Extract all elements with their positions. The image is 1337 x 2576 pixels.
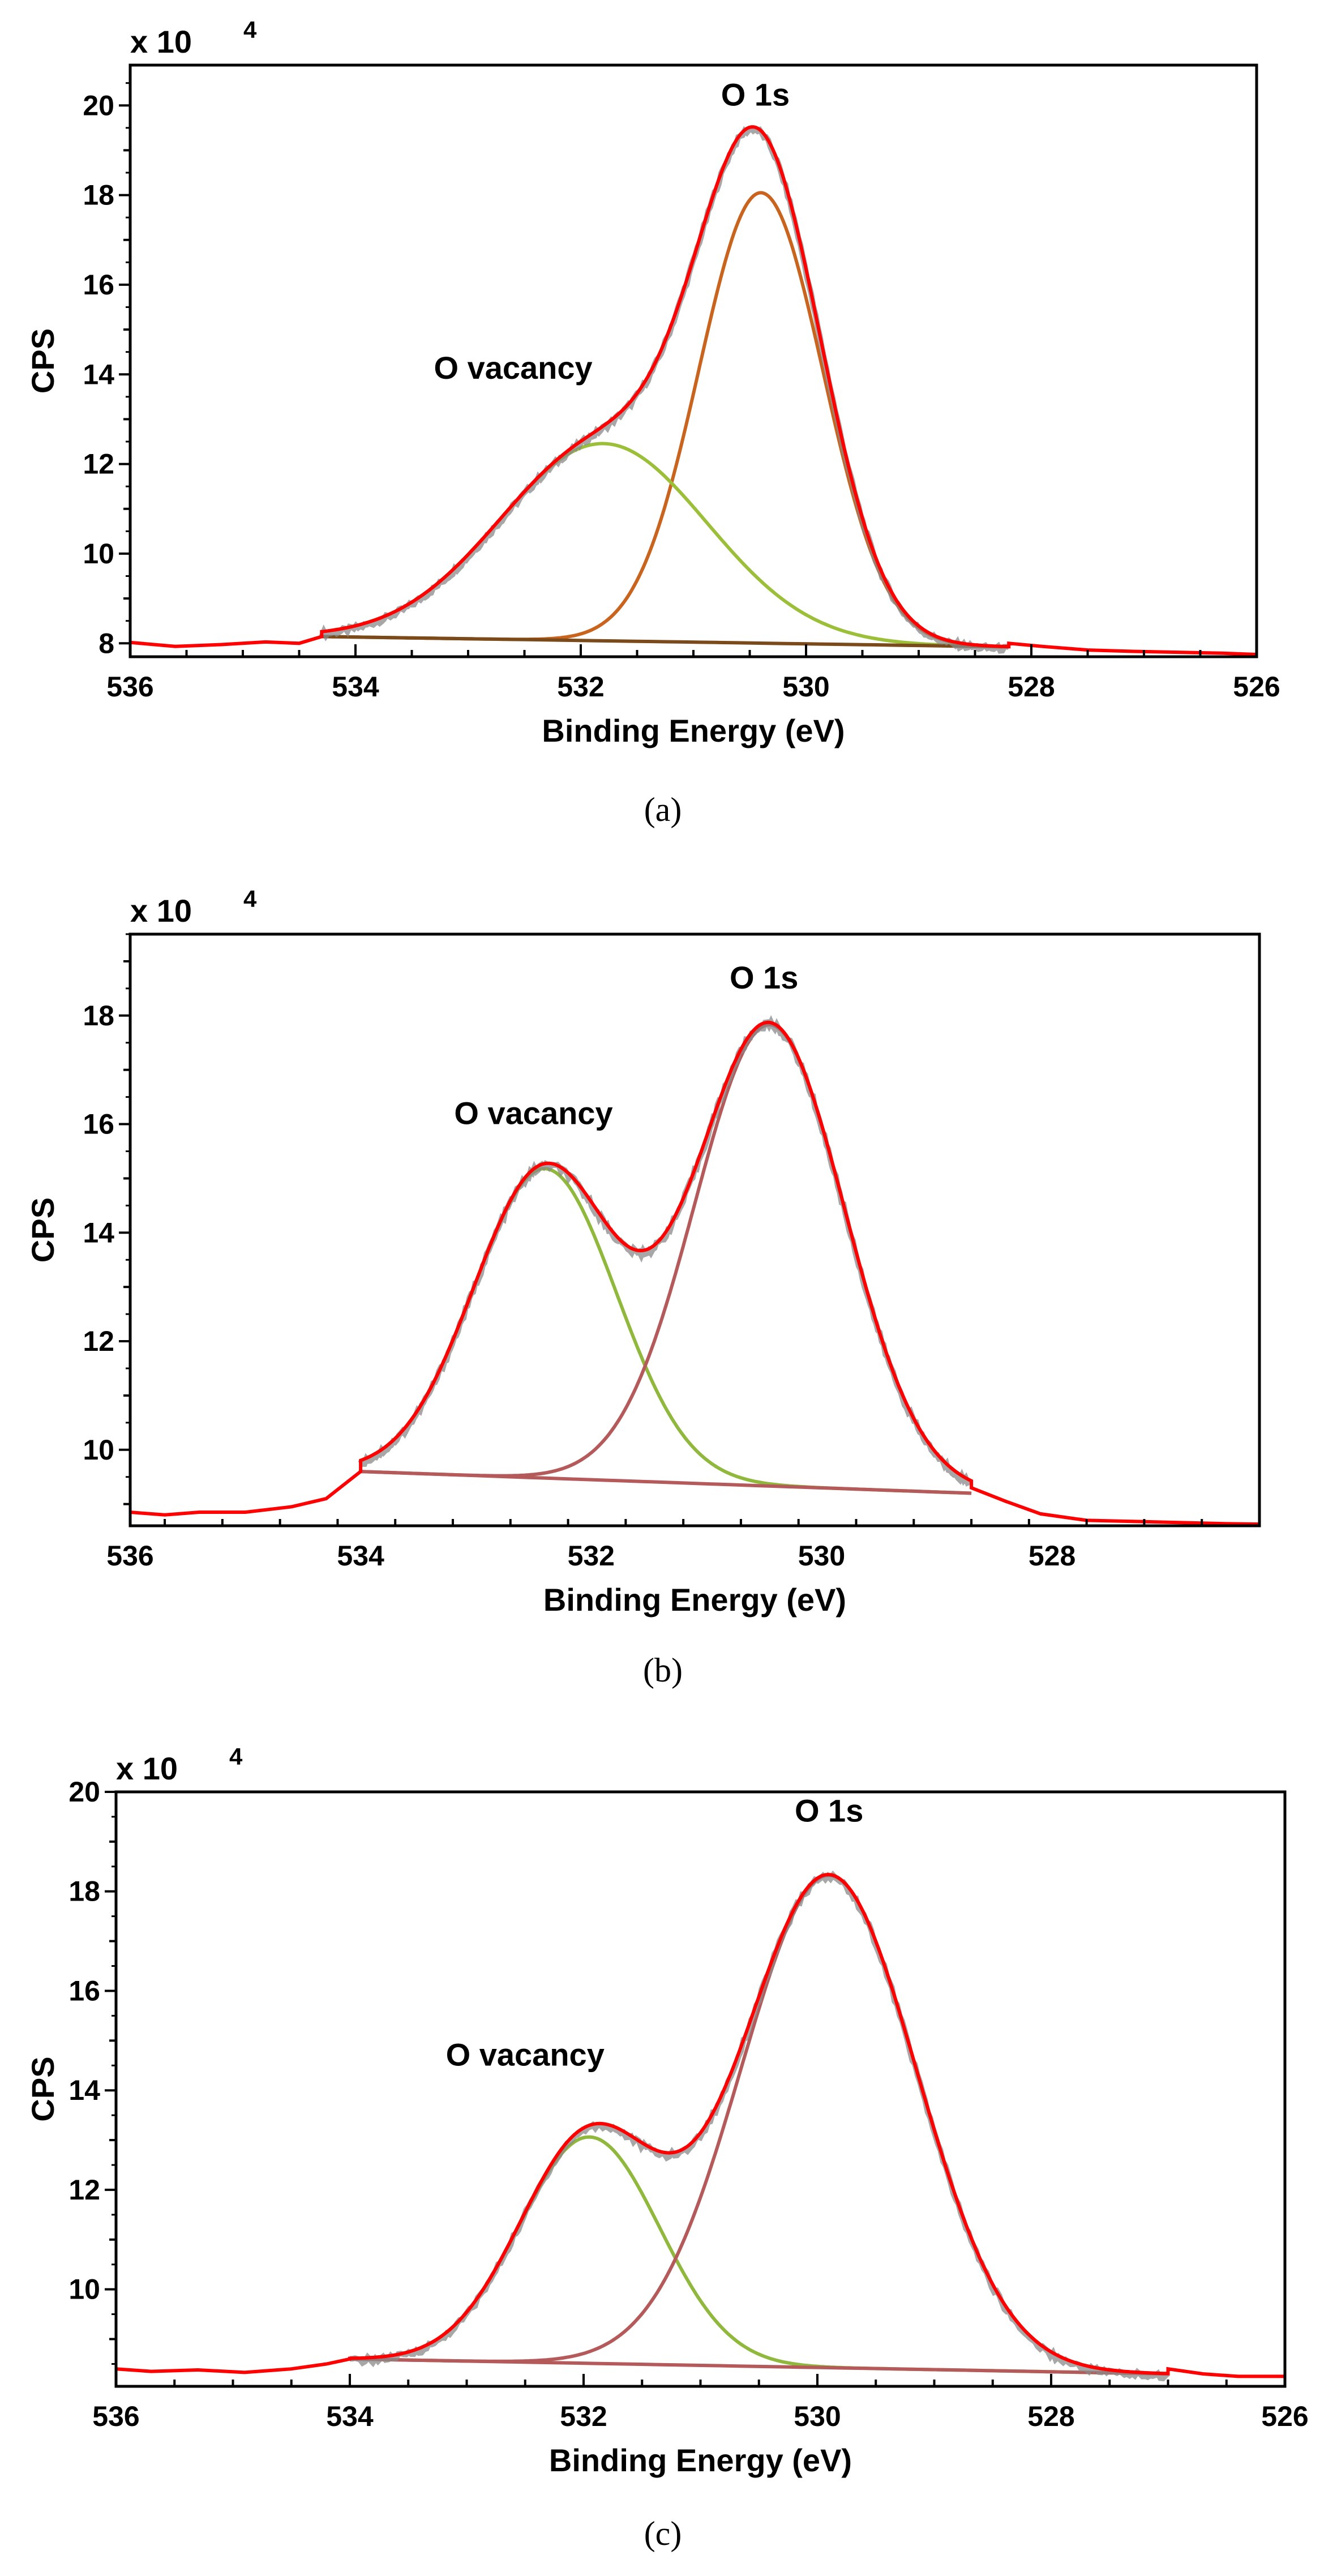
y-tick-label: 14 (68, 2074, 100, 2106)
y-tick-label: 12 (83, 1325, 114, 1357)
x-tick-label: 534 (326, 2400, 374, 2432)
y-tick-label: 20 (83, 89, 114, 121)
x-tick-label: 526 (1261, 2400, 1308, 2432)
y-tick-label: 18 (83, 179, 114, 211)
y-tick-label: 16 (68, 1975, 100, 2006)
y-tick-label: 14 (83, 358, 114, 390)
panel-caption-b: (b) (643, 1651, 683, 1689)
x-tick-label: 526 (1233, 671, 1280, 703)
y-tick-label: 18 (83, 1000, 114, 1032)
component-curve-o-vacancy (349, 2135, 1168, 2376)
y-tick-label: 18 (68, 1876, 100, 1907)
envelope-curve (130, 1020, 1259, 1526)
y-multiplier: x 10 (130, 893, 192, 928)
curves-c (116, 1870, 1285, 2382)
x-axis-title: Binding Energy (eV) (543, 1582, 846, 1618)
y-axis-title: CPS (25, 328, 61, 393)
y-tick-label: 12 (68, 2174, 100, 2206)
component-curve-o-1s (361, 1022, 972, 1483)
envelope-curve (116, 1872, 1285, 2378)
peak-label-o-vacancy: O vacancy (434, 350, 592, 386)
component-curve-o-1s (349, 1873, 1168, 2376)
x-tick-label: 536 (92, 2400, 139, 2432)
y-tick-label: 20 (68, 1776, 100, 1808)
peak-label-o-1s: O 1s (795, 1793, 863, 1829)
y-tick-label: 10 (68, 2274, 100, 2305)
peak-label-o-vacancy: O vacancy (446, 2036, 605, 2072)
curves-a (130, 125, 1257, 656)
y-multiplier-exponent: 4 (243, 885, 257, 912)
x-tick-label: 534 (337, 1540, 384, 1572)
x-tick-label: 530 (798, 1540, 845, 1572)
y-tick-label: 10 (83, 1434, 114, 1466)
x-tick-label: 532 (557, 671, 604, 703)
y-tick-label: 14 (83, 1217, 114, 1248)
x-tick-label: 532 (560, 2400, 607, 2432)
component-curve-o-1s (322, 191, 1009, 649)
peak-label-o-vacancy: O vacancy (454, 1096, 612, 1131)
x-tick-label: 530 (782, 671, 829, 703)
y-tick-label: 16 (83, 269, 114, 301)
baseline-curve (322, 635, 1009, 649)
baseline-curve (360, 1470, 972, 1495)
x-tick-label: 534 (332, 671, 379, 703)
x-tick-label: 536 (106, 671, 153, 703)
x-tick-label: 528 (1029, 1540, 1075, 1572)
raw-data-curve (319, 125, 1010, 654)
panel-caption-c: (c) (644, 2515, 682, 2552)
chart-panel-a: 536 534 532 530 528 526 8 10 12 14 16 18 20 x 10 4 Bind… (25, 16, 1280, 828)
y-tick-label: 16 (83, 1109, 114, 1140)
plot-frame (128, 932, 1261, 1527)
x-axis-title: Binding Energy (eV) (549, 2442, 852, 2478)
plot-frame (114, 1790, 1287, 2388)
peak-label-o-1s: O 1s (730, 960, 798, 995)
y-tick-label: 10 (83, 538, 114, 570)
chart-panel-c: 536 534 532 530 528 526 10 12 14 16 18 20 x 10 4 Bindi… (25, 1743, 1309, 2552)
x-tick-label: 532 (568, 1540, 615, 1572)
x-tick-label: 528 (1027, 2400, 1074, 2432)
panel-caption-a: (a) (644, 791, 682, 828)
chart-panel-b: 536 534 532 530 528 10 12 14 16 18 x 10 4 Binding En… (25, 885, 1261, 1689)
y-multiplier-exponent: 4 (243, 16, 257, 43)
baseline-curve (349, 2357, 1168, 2376)
envelope-curve (130, 125, 1257, 656)
raw-data-curve (358, 1015, 972, 1487)
x-tick-label: 536 (106, 1540, 153, 1572)
y-tick-label: 12 (83, 448, 114, 480)
y-multiplier: x 10 (130, 24, 192, 59)
x-tick-label: 530 (794, 2400, 841, 2432)
plot-frame (128, 63, 1258, 658)
y-axis-title: CPS (25, 2056, 61, 2121)
peak-label-o-1s: O 1s (721, 76, 790, 112)
y-axis-title: CPS (25, 1197, 61, 1263)
x-axis-title: Binding Energy (eV) (542, 713, 845, 748)
x-tick-label: 528 (1008, 671, 1055, 703)
y-multiplier-exponent: 4 (229, 1743, 243, 1770)
y-multiplier: x 10 (116, 1751, 178, 1786)
curves-b (130, 1015, 1259, 1526)
y-tick-label: 8 (98, 627, 114, 659)
